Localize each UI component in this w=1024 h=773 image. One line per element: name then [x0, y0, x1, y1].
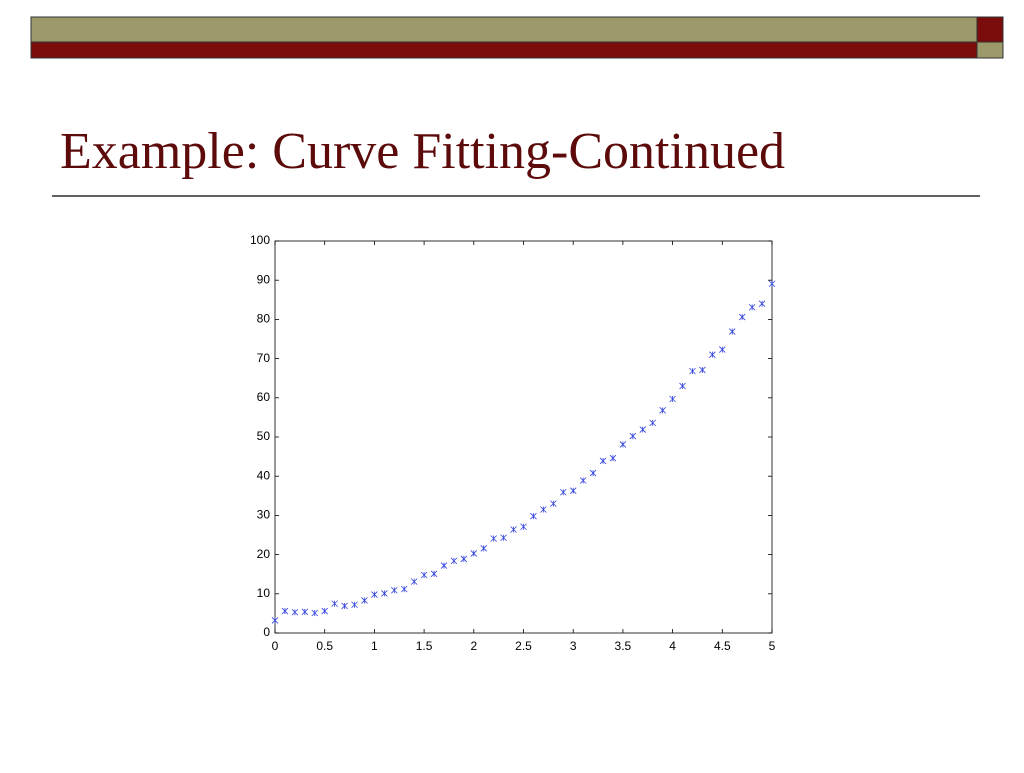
x-tick-label: 2.5: [515, 639, 532, 653]
y-tick-label: 60: [257, 390, 271, 404]
point: [361, 597, 368, 604]
point: [758, 300, 766, 308]
x-tick-label: 3.5: [615, 639, 632, 653]
point: [510, 526, 517, 533]
point: [579, 477, 587, 484]
point: [659, 407, 666, 414]
point: [689, 367, 696, 375]
point: [331, 600, 338, 607]
point: [679, 382, 686, 390]
point: [728, 328, 736, 335]
point: [639, 426, 647, 433]
point: [351, 601, 358, 609]
point: [599, 457, 607, 465]
point: [281, 607, 289, 615]
x-tick-label: 1.5: [416, 639, 433, 653]
point: [669, 395, 676, 403]
y-tick-label: 70: [257, 351, 271, 365]
slide-title: Example: Curve Fitting-Continued: [60, 123, 785, 180]
x-tick-label: 0.5: [316, 639, 333, 653]
point: [520, 523, 527, 531]
y-tick-label: 30: [257, 508, 271, 522]
x-tick-label: 4: [669, 639, 676, 653]
point: [381, 590, 388, 597]
point: [619, 441, 627, 448]
point: [480, 545, 488, 552]
point: [420, 571, 428, 579]
point: [559, 488, 567, 496]
point: [569, 487, 577, 494]
point: [738, 313, 746, 321]
point: [440, 562, 448, 569]
y-tick-label: 0: [263, 625, 270, 639]
x-tick-label: 4.5: [714, 639, 731, 653]
point: [490, 535, 497, 542]
header-square: [976, 16, 1004, 43]
y-tick-label: 20: [257, 547, 271, 561]
y-tick-label: 90: [257, 272, 271, 286]
point: [589, 469, 597, 477]
point: [530, 512, 537, 520]
header-bar: [30, 16, 978, 43]
point: [430, 570, 438, 578]
point: [470, 550, 478, 557]
point: [311, 609, 319, 617]
point: [301, 608, 309, 616]
point: [460, 555, 468, 563]
point: [649, 419, 657, 427]
x-tick-label: 3: [570, 639, 577, 653]
y-tick-label: 40: [257, 468, 271, 482]
point: [709, 351, 716, 358]
point: [321, 607, 328, 615]
x-tick-label: 2: [470, 639, 477, 653]
point: [500, 534, 507, 542]
point: [550, 500, 557, 507]
header-square: [976, 41, 1004, 59]
point: [748, 303, 756, 311]
point: [400, 585, 408, 593]
point: [609, 454, 617, 462]
point: [719, 346, 726, 353]
point: [410, 578, 418, 585]
point: [768, 280, 776, 288]
x-tick-label: 1: [371, 639, 378, 653]
y-tick-label: 100: [250, 233, 270, 247]
y-tick-label: 80: [257, 312, 271, 326]
y-tick-label: 50: [257, 429, 271, 443]
point: [291, 608, 299, 616]
x-tick-label: 0: [272, 639, 279, 653]
point: [540, 506, 547, 513]
plot-frame: [274, 240, 773, 634]
point: [699, 366, 706, 374]
x-tick-label: 5: [769, 639, 776, 653]
point: [629, 432, 637, 440]
point: [450, 557, 458, 565]
point: [390, 586, 398, 594]
point: [371, 591, 378, 598]
point: [271, 617, 279, 624]
y-tick-label: 10: [257, 586, 271, 600]
header-bar: [30, 41, 978, 59]
point: [341, 602, 348, 610]
